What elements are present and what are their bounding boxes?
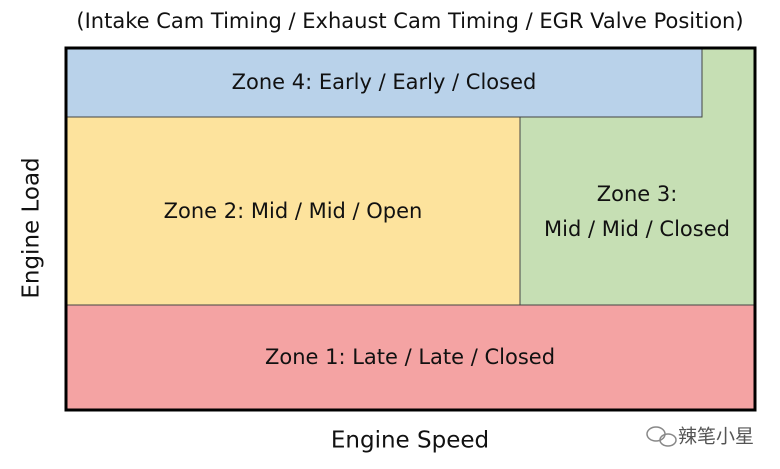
watermark: 辣笔小星 <box>678 426 754 448</box>
zone-label: Zone 3: <box>597 182 678 206</box>
zone-label: Mid / Mid / Closed <box>544 217 730 241</box>
y-axis-label: Engine Load <box>19 157 45 298</box>
title: (Intake Cam Timing / Exhaust Cam Timing … <box>76 9 743 33</box>
x-axis-label: Engine Speed <box>331 428 489 454</box>
zone-label: Zone 2: Mid / Mid / Open <box>164 199 423 223</box>
watermark-icon <box>646 426 677 447</box>
zone-1-area <box>65 304 756 411</box>
frame <box>64 46 757 412</box>
zone-label: Zone 4: Early / Early / Closed <box>232 70 537 94</box>
zone-4-area <box>65 47 703 118</box>
zone-label: Zone 1: Late / Late / Closed <box>265 345 555 369</box>
